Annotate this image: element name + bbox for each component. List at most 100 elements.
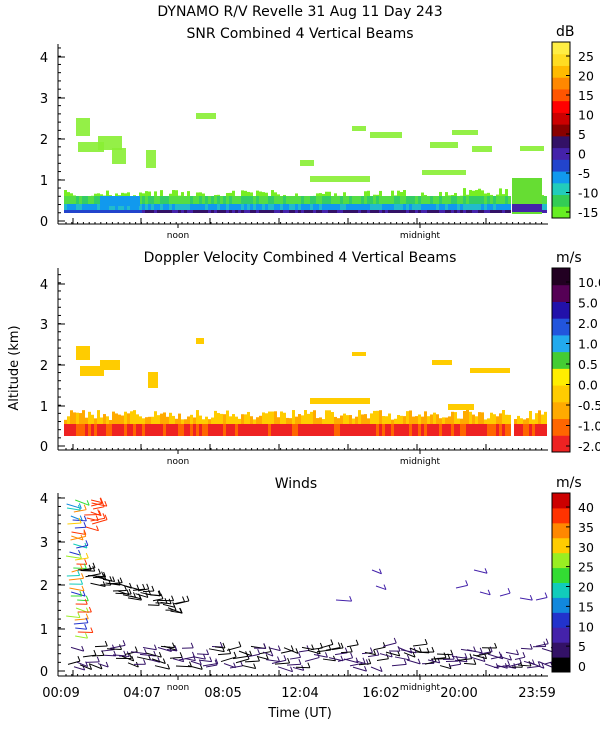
colorbar-swatch <box>552 401 570 420</box>
snr-cell <box>76 196 79 204</box>
wind-barb-flag <box>364 665 367 672</box>
snr-cell <box>181 192 184 196</box>
velocity-cell <box>268 424 271 436</box>
wind-barb <box>117 590 130 596</box>
snr-cell <box>352 210 355 213</box>
velocity-cell <box>430 414 433 424</box>
snr-cell <box>343 196 346 204</box>
wind-barb-flag <box>146 583 150 590</box>
velocity-cell <box>508 414 511 424</box>
velocity-cell <box>520 424 523 436</box>
wind-barb <box>152 598 164 602</box>
snr-cell <box>496 204 499 210</box>
wind-barb <box>112 589 127 592</box>
wind-barb <box>80 569 95 572</box>
snr-cell <box>415 210 418 213</box>
snr-cell <box>88 204 91 210</box>
colorbar-swatch <box>552 612 570 628</box>
colorbar-tick-label: 25 <box>578 560 594 575</box>
wind-barb-flag <box>117 579 121 585</box>
snr-cell <box>391 190 394 196</box>
y-tick-label: 3 <box>40 536 48 551</box>
snr-cell <box>373 196 376 204</box>
snr-cell <box>235 210 238 213</box>
velocity-cell <box>502 410 505 424</box>
snr-cell <box>262 210 265 213</box>
wind-barb <box>69 551 81 556</box>
snr-cell <box>142 196 145 204</box>
colorbar-tick-label: -0.5 <box>578 398 600 413</box>
snr-cell <box>148 191 151 196</box>
wind-barb <box>127 597 142 601</box>
snr-cell <box>307 196 310 204</box>
velocity-cell <box>526 418 529 424</box>
snr-cell <box>406 196 409 204</box>
snr-cell <box>103 210 106 213</box>
snr-cell <box>286 204 289 210</box>
velocity-cell <box>190 414 193 424</box>
snr-cell <box>271 210 274 213</box>
velocity-cell <box>64 424 67 436</box>
snr-cell <box>505 189 508 196</box>
wind-barb-flag <box>158 652 162 658</box>
wind-barb-flag <box>84 559 88 565</box>
snr-cell <box>316 196 319 204</box>
snr-cell <box>196 192 199 196</box>
wind-barb <box>268 647 281 652</box>
snr-cell <box>325 204 328 210</box>
snr-cell <box>253 210 256 213</box>
wind-barb-flag <box>519 662 523 668</box>
snr-cell <box>367 204 370 210</box>
snr-cell <box>172 204 175 210</box>
snr-cell <box>328 210 331 213</box>
snr-cell <box>142 204 145 210</box>
velocity-cell <box>436 414 439 424</box>
wind-barb <box>87 575 104 578</box>
wind-barb <box>142 647 157 651</box>
wind-barb <box>375 585 387 591</box>
panel3-title: Winds <box>275 476 317 492</box>
wind-barb-flag <box>85 595 89 601</box>
colorbar-swatch <box>552 206 570 219</box>
snr-cell <box>160 210 163 213</box>
snr-cell <box>289 210 292 213</box>
snr-cell <box>508 210 511 213</box>
wind-barb-flag <box>192 655 196 661</box>
velocity-cell <box>517 424 520 436</box>
velocity-cell <box>103 414 106 424</box>
wind-barb <box>208 648 225 653</box>
wind-barb <box>65 555 82 559</box>
wind-barb-flag <box>97 509 101 515</box>
velocity-cell <box>391 419 394 424</box>
velocity-cell <box>217 413 220 424</box>
wind-barb-flag <box>103 571 107 578</box>
snr-cell <box>289 196 292 204</box>
velocity-cell <box>499 424 502 436</box>
velocity-cell <box>160 424 163 436</box>
velocity-cell <box>538 424 541 436</box>
snr-cell <box>469 204 472 210</box>
velocity-cell <box>178 424 181 436</box>
velocity-cell <box>304 424 307 436</box>
velocity-cell <box>346 424 349 436</box>
wind-barb-flag <box>529 643 533 650</box>
velocity-cell <box>292 424 295 436</box>
velocity-cell <box>223 414 226 424</box>
velocity-cell <box>427 424 430 436</box>
wind-barbs <box>65 497 560 673</box>
snr-cell <box>499 210 502 213</box>
snr-cell <box>190 204 193 210</box>
snr-cell <box>187 191 190 196</box>
snr-cell <box>211 196 214 204</box>
wind-barb <box>526 665 541 669</box>
wind-barb <box>162 603 175 608</box>
snr-cell <box>148 196 151 204</box>
velocity-cell <box>298 414 301 424</box>
wind-barb <box>463 662 476 665</box>
wind-barb <box>91 519 108 525</box>
snr-cell <box>217 196 220 204</box>
velocity-cell <box>163 412 166 424</box>
velocity-cell <box>256 417 259 424</box>
wind-barb <box>166 648 178 652</box>
snr-cell <box>452 130 478 135</box>
